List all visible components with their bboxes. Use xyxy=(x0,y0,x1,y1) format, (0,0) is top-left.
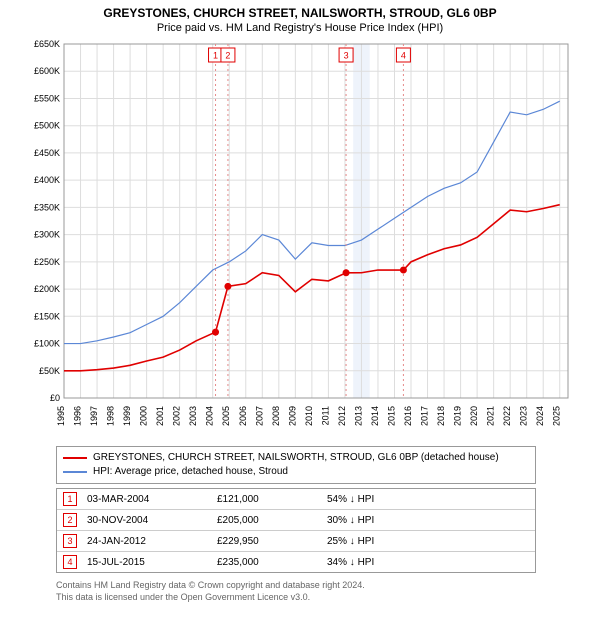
svg-text:2004: 2004 xyxy=(205,406,215,426)
svg-text:3: 3 xyxy=(344,51,349,61)
svg-text:£400K: £400K xyxy=(34,175,60,185)
svg-text:2011: 2011 xyxy=(320,406,330,425)
svg-text:2015: 2015 xyxy=(386,406,396,426)
svg-text:2002: 2002 xyxy=(172,406,182,426)
svg-text:£250K: £250K xyxy=(34,257,60,267)
svg-text:1997: 1997 xyxy=(89,406,99,426)
svg-text:2016: 2016 xyxy=(403,406,413,426)
transaction-row: 1 03-MAR-2004 £121,000 54% ↓ HPI xyxy=(57,489,535,509)
svg-text:2024: 2024 xyxy=(535,406,545,426)
svg-text:1: 1 xyxy=(213,51,218,61)
svg-text:2022: 2022 xyxy=(502,406,512,426)
svg-text:£600K: £600K xyxy=(34,66,60,76)
svg-text:£50K: £50K xyxy=(39,366,60,376)
transaction-diff: 30% ↓ HPI xyxy=(327,515,529,526)
legend-item: HPI: Average price, detached house, Stro… xyxy=(63,465,529,479)
chart-area: £0 £50K £100K £150K £200K £250K £300K £350K £400… xyxy=(20,38,580,438)
svg-text:1995: 1995 xyxy=(56,406,66,426)
svg-text:1999: 1999 xyxy=(122,406,132,426)
svg-text:2018: 2018 xyxy=(436,406,446,426)
legend-swatch xyxy=(63,471,87,473)
transaction-marker: 4 xyxy=(63,555,77,569)
svg-text:£500K: £500K xyxy=(34,121,60,131)
svg-text:£100K: £100K xyxy=(34,339,60,349)
legend-item: GREYSTONES, CHURCH STREET, NAILSWORTH, S… xyxy=(63,451,529,465)
legend-swatch xyxy=(63,457,87,459)
transaction-diff: 54% ↓ HPI xyxy=(327,494,529,505)
svg-text:2012: 2012 xyxy=(337,406,347,426)
svg-text:£300K: £300K xyxy=(34,230,60,240)
svg-text:2006: 2006 xyxy=(238,406,248,426)
transaction-date: 24-JAN-2012 xyxy=(87,536,207,547)
transaction-marker: 1 xyxy=(63,492,77,506)
transaction-price: £121,000 xyxy=(217,494,317,505)
svg-text:2023: 2023 xyxy=(519,406,529,426)
legend-label: GREYSTONES, CHURCH STREET, NAILSWORTH, S… xyxy=(93,451,499,465)
svg-text:2000: 2000 xyxy=(139,406,149,426)
transaction-row: 3 24-JAN-2012 £229,950 25% ↓ HPI xyxy=(57,530,535,551)
transaction-row: 2 30-NOV-2004 £205,000 30% ↓ HPI xyxy=(57,509,535,530)
svg-text:2001: 2001 xyxy=(155,406,165,426)
svg-text:2: 2 xyxy=(225,51,230,61)
svg-text:£200K: £200K xyxy=(34,284,60,294)
svg-text:1998: 1998 xyxy=(106,406,116,426)
svg-text:£550K: £550K xyxy=(34,93,60,103)
transaction-row: 4 15-JUL-2015 £235,000 34% ↓ HPI xyxy=(57,551,535,572)
legend: GREYSTONES, CHURCH STREET, NAILSWORTH, S… xyxy=(56,446,536,484)
transaction-marker: 2 xyxy=(63,513,77,527)
chart-title: GREYSTONES, CHURCH STREET, NAILSWORTH, S… xyxy=(0,0,600,20)
svg-text:£0: £0 xyxy=(50,393,60,403)
svg-text:2013: 2013 xyxy=(353,406,363,426)
footer-attribution: Contains HM Land Registry data © Crown c… xyxy=(56,579,580,603)
transaction-date: 03-MAR-2004 xyxy=(87,494,207,505)
svg-text:2020: 2020 xyxy=(469,406,479,426)
svg-text:2025: 2025 xyxy=(552,406,562,426)
transaction-date: 15-JUL-2015 xyxy=(87,557,207,568)
svg-text:2003: 2003 xyxy=(188,406,198,426)
transaction-diff: 25% ↓ HPI xyxy=(327,536,529,547)
transaction-price: £229,950 xyxy=(217,536,317,547)
transaction-date: 30-NOV-2004 xyxy=(87,515,207,526)
svg-text:£350K: £350K xyxy=(34,202,60,212)
svg-text:£450K: £450K xyxy=(34,148,60,158)
svg-text:2014: 2014 xyxy=(370,406,380,426)
svg-text:2007: 2007 xyxy=(254,406,264,426)
page: GREYSTONES, CHURCH STREET, NAILSWORTH, S… xyxy=(0,0,600,620)
transaction-price: £235,000 xyxy=(217,557,317,568)
svg-text:1996: 1996 xyxy=(73,406,83,426)
svg-text:2005: 2005 xyxy=(221,406,231,426)
legend-label: HPI: Average price, detached house, Stro… xyxy=(93,465,288,479)
svg-text:2017: 2017 xyxy=(420,406,430,426)
svg-text:4: 4 xyxy=(401,51,406,61)
svg-text:2021: 2021 xyxy=(486,406,496,426)
transaction-diff: 34% ↓ HPI xyxy=(327,557,529,568)
svg-text:2009: 2009 xyxy=(287,406,297,426)
svg-text:£150K: £150K xyxy=(34,311,60,321)
footer-line-1: Contains HM Land Registry data © Crown c… xyxy=(56,579,580,591)
transaction-price: £205,000 xyxy=(217,515,317,526)
transaction-marker: 3 xyxy=(63,534,77,548)
svg-text:£650K: £650K xyxy=(34,39,60,49)
svg-text:2008: 2008 xyxy=(271,406,281,426)
chart-subtitle: Price paid vs. HM Land Registry's House … xyxy=(0,20,600,38)
footer-line-2: This data is licensed under the Open Gov… xyxy=(56,591,580,603)
svg-text:2010: 2010 xyxy=(304,406,314,426)
transactions-table: 1 03-MAR-2004 £121,000 54% ↓ HPI 2 30-NOV-200… xyxy=(56,488,536,573)
svg-text:2019: 2019 xyxy=(453,406,463,426)
line-chart: £0 £50K £100K £150K £200K £250K £300K £350K £400… xyxy=(20,38,580,438)
